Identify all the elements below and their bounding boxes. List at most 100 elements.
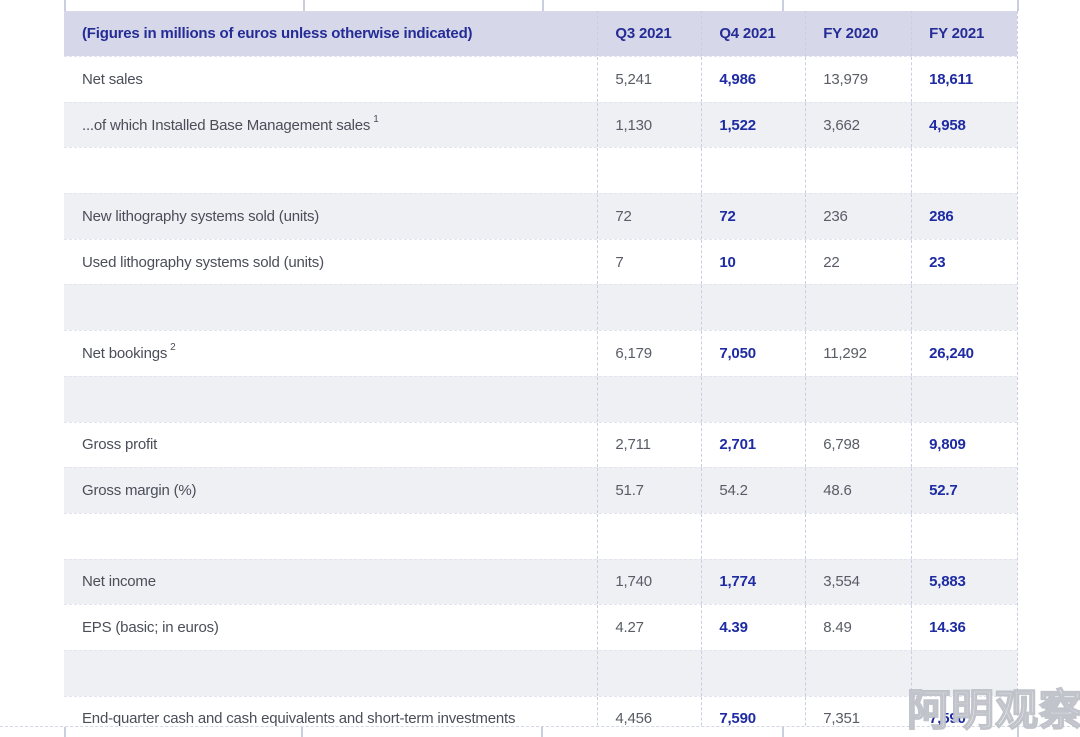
cell-q4-2021: 72 [701,194,805,239]
cell-q4-2021: 7,050 [701,331,805,376]
table-row: ...of which Installed Base Management sa… [64,101,1017,148]
table-above-fragment [0,0,1080,11]
cell-q3-2021: 2,711 [597,422,701,468]
cell-fy-2020: 7,351 [805,696,911,737]
table-row: EPS (basic; in euros) 4.27 4.39 8.49 14.36 [64,604,1017,650]
column-divider-line [64,0,66,11]
cell-fy-2021 [911,376,1017,422]
spacer-row [64,512,1017,559]
cell-q4-2021: 10 [701,239,805,285]
column-header-q3-2021: Q3 2021 [597,11,701,56]
spacer-row [64,375,1017,422]
cell-fy-2021: 286 [911,194,1017,239]
cell-q3-2021: 4,456 [597,696,701,737]
cell-fy-2020 [805,148,911,194]
cell-fy-2021: 26,240 [911,331,1017,376]
cell-fy-2021 [911,285,1017,331]
cell-fy-2020: 3,662 [805,102,911,148]
column-divider-line [1017,727,1019,737]
row-label [64,148,597,193]
cell-q4-2021: 4.39 [701,605,805,650]
cell-fy-2020 [805,285,911,331]
table-row: Gross margin (%) 51.7 54.2 48.6 52.7 [64,467,1017,513]
column-divider-line [1017,0,1019,11]
cell-fy-2021: 9,809 [911,422,1017,468]
table-row: Net bookings 2 6,179 7,050 11,292 26,240 [64,330,1017,376]
row-label: EPS (basic; in euros) [82,619,219,637]
column-divider-line [782,727,784,737]
cell-q3-2021: 5,241 [597,57,701,102]
column-divider-line [541,727,543,737]
footnote-marker: 1 [373,114,379,126]
cell-q3-2021 [597,513,701,559]
table-row: Used lithography systems sold (units) 7 10… [64,238,1017,285]
cell-q3-2021 [597,376,701,422]
cell-q3-2021 [597,148,701,194]
cell-q3-2021: 72 [597,194,701,239]
cell-fy-2020: 48.6 [805,468,911,513]
cell-q4-2021: 1,522 [701,102,805,148]
column-header-fy-2021: FY 2021 [911,11,1017,56]
row-label [64,377,597,422]
column-header-q4-2021: Q4 2021 [701,11,805,56]
cell-q3-2021: 6,179 [597,331,701,376]
cell-fy-2020: 6,798 [805,422,911,468]
row-label: Used lithography systems sold (units) [82,253,324,271]
cell-fy-2021: 4,958 [911,102,1017,148]
cell-q3-2021: 1,740 [597,559,701,605]
cell-fy-2020 [805,376,911,422]
table-caption: (Figures in millions of euros unless oth… [82,25,473,42]
cell-q3-2021 [597,650,701,696]
cell-q4-2021 [701,376,805,422]
cell-q3-2021: 7 [597,239,701,285]
cell-fy-2020 [805,513,911,559]
cell-fy-2020: 236 [805,194,911,239]
cell-fy-2020 [805,650,911,696]
table-header-row: (Figures in millions of euros unless oth… [64,11,1017,56]
cell-q3-2021: 51.7 [597,468,701,513]
footnote-marker: 2 [170,342,176,354]
cell-q4-2021 [701,650,805,696]
cell-q4-2021 [701,285,805,331]
row-label [64,285,597,330]
cell-fy-2020: 3,554 [805,559,911,605]
financial-results-table: (Figures in millions of euros unless oth… [64,11,1018,737]
cell-fy-2020: 13,979 [805,57,911,102]
row-label: Net income [82,573,156,591]
cell-q3-2021: 4.27 [597,605,701,650]
row-label [64,514,597,559]
cell-fy-2021: 18,611 [911,57,1017,102]
column-divider-line [303,0,305,11]
cell-fy-2021: 7,590 [911,696,1017,737]
column-divider-line [301,727,303,737]
cell-q4-2021 [701,513,805,559]
row-label: Net sales [82,70,143,88]
row-label: Net bookings 2 [82,342,176,362]
cell-q4-2021: 2,701 [701,422,805,468]
table-below-fragment [0,726,1080,737]
spacer-row [64,649,1017,696]
row-label: End-quarter cash and cash equivalents an… [82,710,516,728]
column-divider-line [782,0,784,11]
cell-fy-2020: 11,292 [805,331,911,376]
cell-q4-2021: 7,590 [701,696,805,737]
spacer-row [64,147,1017,194]
table-row: Net sales 5,241 4,986 13,979 18,611 [64,56,1017,102]
table-row: Gross profit 2,711 2,701 6,798 9,809 [64,421,1017,468]
cell-q4-2021: 4,986 [701,57,805,102]
cell-fy-2021: 52.7 [911,468,1017,513]
row-label: Gross margin (%) [82,482,197,500]
cell-fy-2020: 8.49 [805,605,911,650]
cell-fy-2020: 22 [805,239,911,285]
table-row: Net income 1,740 1,774 3,554 5,883 [64,558,1017,605]
row-label: New lithography systems sold (units) [82,207,320,225]
cell-q4-2021: 1,774 [701,559,805,605]
row-label [64,651,597,696]
cell-q4-2021 [701,148,805,194]
cell-q3-2021: 1,130 [597,102,701,148]
cell-fy-2021 [911,513,1017,559]
table-row: New lithography systems sold (units) 72 72… [64,193,1017,239]
cell-q3-2021 [597,285,701,331]
cell-fy-2021 [911,650,1017,696]
